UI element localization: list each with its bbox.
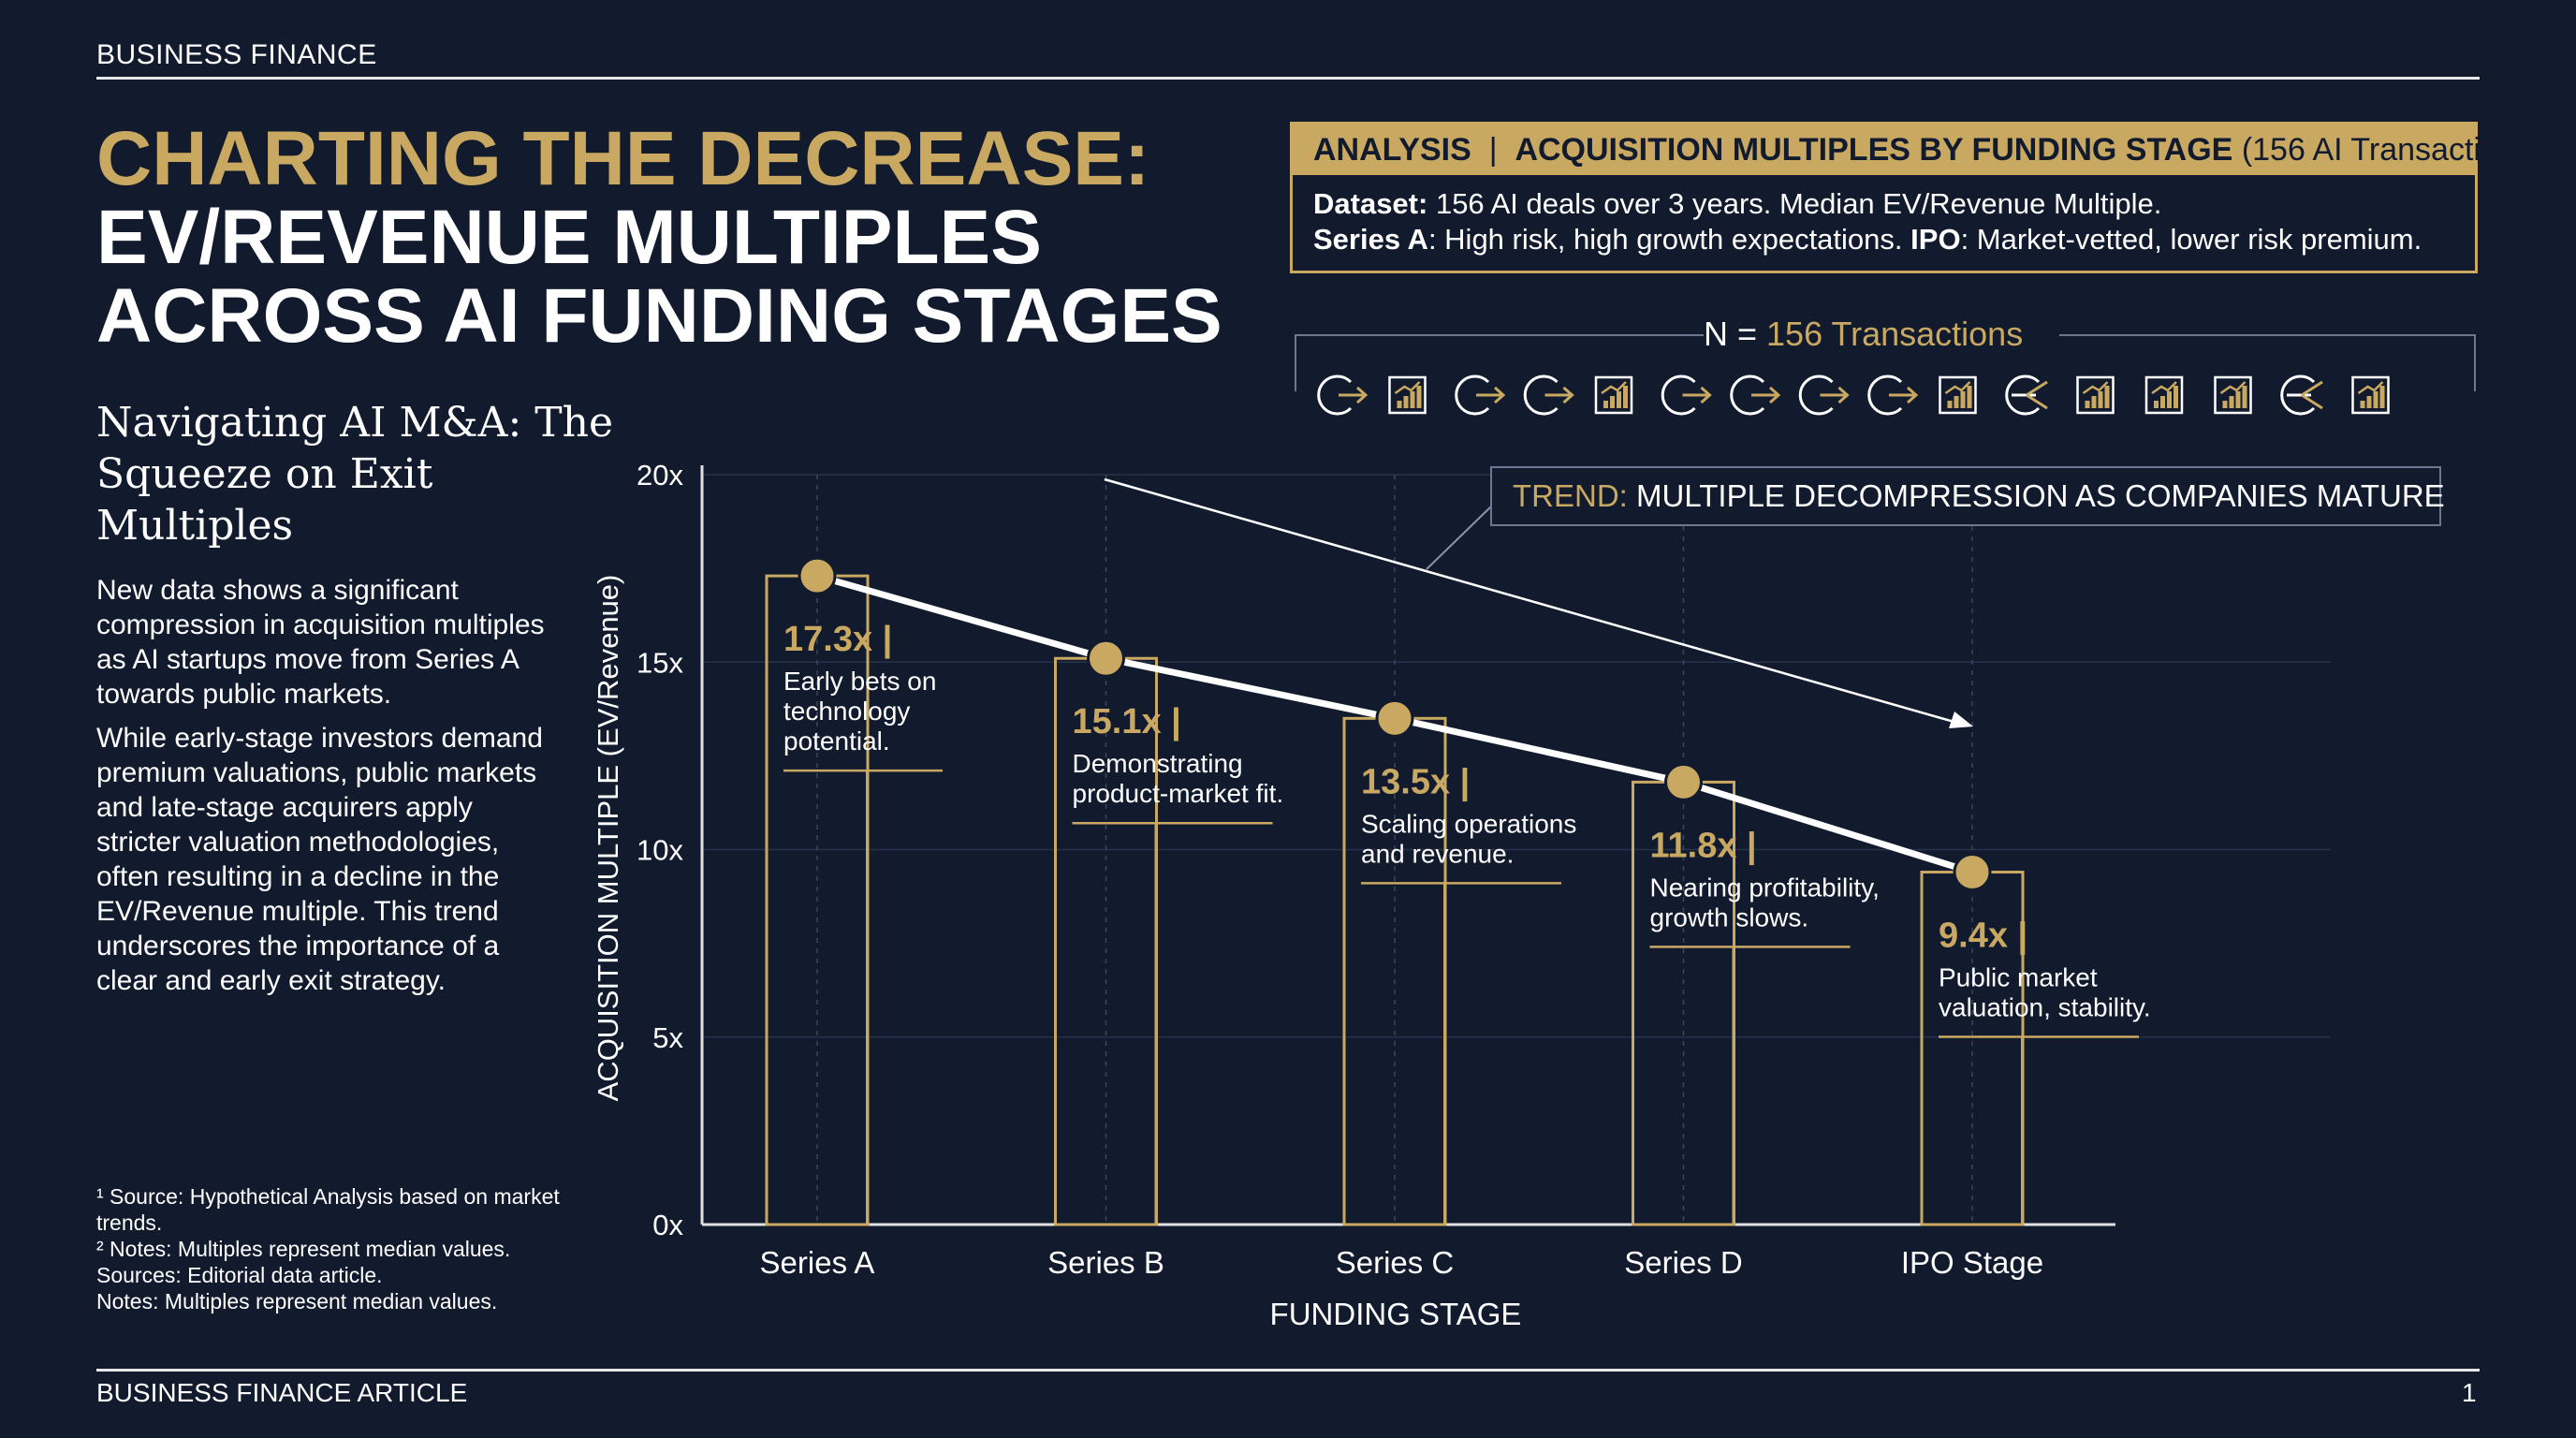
data-point	[1664, 762, 1703, 801]
data-value-label: 13.5x |	[1361, 762, 1470, 801]
ipo-text: : Market-vetted, lower risk premium.	[1960, 223, 2422, 256]
page-number: 1	[2462, 1378, 2477, 1407]
data-point	[1087, 638, 1125, 678]
growth-chart-icon	[2351, 375, 2390, 415]
x-tick-label: IPO Stage	[1901, 1245, 2043, 1280]
ipo-label: IPO	[1910, 223, 1961, 256]
exit-arrow-icon	[1455, 374, 1506, 416]
transactions-bracket	[1295, 334, 2476, 416]
annotation-text: product-market fit.	[1073, 779, 1284, 808]
exit-arrow-icon	[1798, 374, 1850, 416]
annotation-text: Scaling operations	[1361, 809, 1576, 838]
exit-arrow-icon	[1661, 374, 1712, 416]
x-tick-label: Series D	[1624, 1245, 1743, 1280]
analysis-heading: ACQUISITION MULTIPLES BY FUNDING STAGE	[1515, 132, 2233, 168]
footer-label: BUSINESS FINANCE ARTICLE	[96, 1378, 468, 1407]
title-line-3: ACROSS AI FUNDING STAGES	[96, 273, 1222, 359]
footnotes: ¹ Source: Hypothetical Analysis based on…	[96, 1183, 564, 1314]
dataset-label: Dataset:	[1313, 187, 1428, 220]
annotation-text: Early bets on	[783, 667, 936, 696]
exit-arrow-icon	[1867, 374, 1919, 416]
analysis-box: ANALYSIS | ACQUISITION MULTIPLES BY FUND…	[1290, 122, 2542, 273]
seriesa-text: : High risk, high growth expectations.	[1427, 223, 1903, 256]
growth-chart-icon	[2076, 375, 2115, 415]
y-axis-label: ACQUISITION MULTIPLE (EV/Revenue)	[592, 575, 624, 1102]
exit-arrow-icon	[1523, 374, 1574, 416]
growth-chart-icon	[2214, 375, 2252, 415]
bar-chart: ACQUISITION MULTIPLE (EV/Revenue) FUNDIN…	[592, 459, 2331, 1331]
y-tick-label: 5x	[652, 1021, 683, 1054]
annotation-text: potential.	[783, 726, 890, 756]
data-value-label: 9.4x |	[1939, 917, 2027, 956]
analysis-separator: |	[1488, 132, 1498, 168]
annotation-text: Demonstrating	[1073, 749, 1243, 778]
x-axis-label: FUNDING STAGE	[1270, 1297, 1522, 1331]
growth-chart-icon	[2144, 375, 2184, 415]
analysis-heading-paren: (156 AI Transactions)	[2241, 132, 2543, 168]
body-paragraph-2: While early-stage investors demand premi…	[96, 723, 543, 996]
analysis-text: Dataset: 156 AI deals over 3 years. Medi…	[1313, 186, 2422, 257]
annotation-text: and revenue.	[1361, 839, 1514, 868]
header-divider	[96, 77, 2480, 80]
exit-arrow-icon	[1730, 374, 1781, 416]
footnote-4: Notes: Multiples represent median values…	[96, 1289, 498, 1313]
footer-divider	[96, 1369, 2480, 1372]
trend-label: TREND:	[1513, 478, 1628, 513]
data-point	[1953, 853, 1992, 892]
data-value-label: 17.3x |	[783, 620, 892, 659]
growth-chart-icon	[1594, 375, 1633, 415]
annotation-text: Nearing profitability,	[1650, 873, 1880, 902]
y-tick-label: 15x	[637, 646, 683, 679]
seriesa-label: Series A	[1313, 223, 1428, 256]
annotation-text: valuation, stability.	[1939, 993, 2151, 1022]
data-value-label: 11.8x |	[1650, 826, 1757, 865]
title-line-1: CHARTING THE DECREASE:	[96, 116, 1150, 201]
trend-text: MULTIPLE DECOMPRESSION AS COMPANIES MATU…	[1636, 478, 2445, 513]
growth-chart-icon	[1939, 375, 1977, 415]
footnote-3: Sources: Editorial data article.	[96, 1263, 383, 1287]
footnote-1: ¹ Source: Hypothetical Analysis based on…	[96, 1184, 560, 1235]
analysis-label: ANALYSIS	[1313, 132, 1471, 168]
exit-arrow-icon	[1317, 374, 1368, 416]
annotation-text: growth slows.	[1650, 902, 1809, 932]
y-tick-label: 10x	[637, 834, 683, 867]
body-paragraph-1: New data shows a significant compression…	[96, 575, 545, 710]
transactions-count: N = 156 Transactions	[1704, 315, 2078, 354]
split-arrow-icon	[2005, 374, 2048, 416]
title-line-2: EV/REVENUE MULTIPLES	[96, 195, 1042, 280]
annotation-text: technology	[783, 697, 910, 726]
trend-callout: TREND: MULTIPLE DECOMPRESSION AS COMPANI…	[1490, 466, 2445, 526]
data-point	[798, 556, 837, 595]
transactions-value: 156 Transactions	[1766, 315, 2024, 353]
trend-arrow	[1104, 477, 1973, 728]
transactions-prefix: N =	[1704, 315, 1767, 353]
annotation-text: Public market	[1939, 963, 2098, 992]
split-arrow-icon	[2280, 374, 2323, 416]
dataset-text: 156 AI deals over 3 years. Median EV/Rev…	[1435, 187, 2162, 220]
data-point	[1375, 698, 1414, 738]
section-kicker: BUSINESS FINANCE	[96, 39, 377, 70]
footnote-2: ² Notes: Multiples represent median valu…	[96, 1237, 511, 1261]
x-tick-label: Series B	[1047, 1245, 1164, 1280]
x-tick-label: Series A	[760, 1245, 875, 1280]
growth-chart-icon	[1388, 375, 1427, 415]
article-body: New data shows a significant compression…	[96, 573, 564, 1007]
analysis-header: ANALYSIS | ACQUISITION MULTIPLES BY FUND…	[1293, 125, 2542, 175]
y-tick-label: 20x	[637, 459, 683, 492]
subheading: Navigating AI M&A: The Squeeze on Exit M…	[96, 399, 613, 550]
x-tick-label: Series C	[1336, 1245, 1455, 1280]
data-value-label: 15.1x |	[1073, 702, 1181, 741]
y-tick-label: 0x	[652, 1209, 683, 1241]
page-title: CHARTING THE DECREASE: EV/REVENUE MULTIP…	[96, 120, 1248, 356]
